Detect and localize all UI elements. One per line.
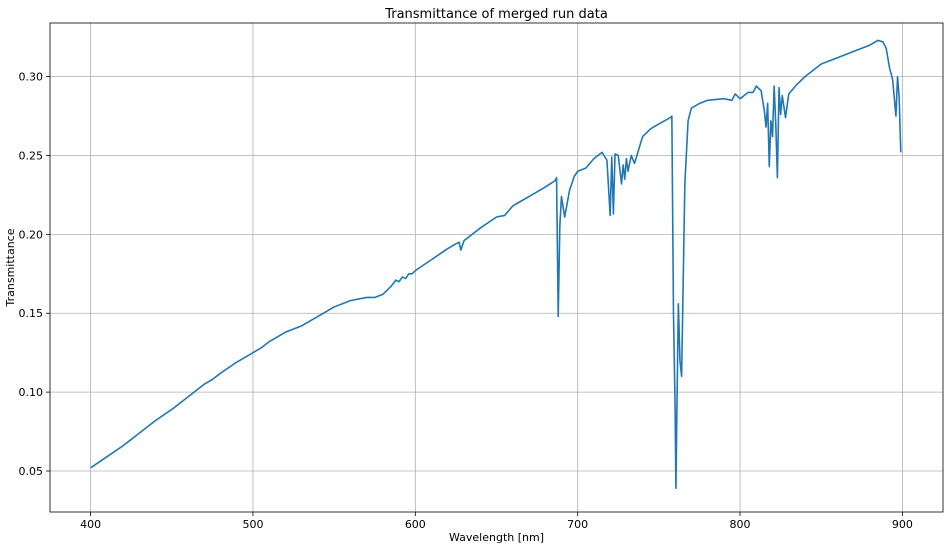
x-tick-label: 700 bbox=[567, 518, 588, 531]
series-line bbox=[90, 39, 902, 490]
chart-title: Transmittance of merged run data bbox=[384, 7, 608, 22]
y-tick-label: 0.05 bbox=[19, 465, 44, 478]
x-tick-label: 800 bbox=[730, 518, 751, 531]
x-axis-label: Wavelength [nm] bbox=[449, 531, 544, 544]
y-tick-label: 0.15 bbox=[19, 307, 44, 320]
y-tick-label: 0.20 bbox=[19, 228, 44, 241]
y-axis-label: Transmittance bbox=[4, 228, 17, 307]
x-tick-label: 500 bbox=[242, 518, 263, 531]
plot-frame bbox=[49, 22, 944, 513]
x-tick-label: 900 bbox=[892, 518, 913, 531]
x-tick-label: 600 bbox=[405, 518, 426, 531]
x-tick-label: 400 bbox=[80, 518, 101, 531]
x-axis: 400 500 600 700 800 900 bbox=[80, 512, 913, 531]
y-tick-label: 0.30 bbox=[19, 71, 44, 84]
y-tick-label: 0.25 bbox=[19, 150, 44, 163]
series-layer bbox=[90, 39, 902, 490]
grid-lines bbox=[50, 23, 943, 512]
y-tick-label: 0.10 bbox=[19, 386, 44, 399]
y-axis: 0.05 0.10 0.15 0.20 0.25 0.30 bbox=[19, 71, 50, 478]
